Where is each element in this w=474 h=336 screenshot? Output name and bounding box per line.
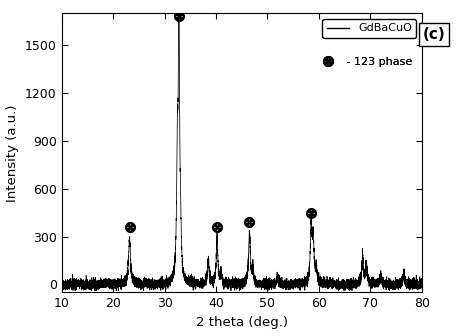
Text: (c): (c) [422,27,445,42]
Legend:  - 123 phase: - 123 phase [318,52,416,71]
Y-axis label: Intensity (a.u.): Intensity (a.u.) [6,104,19,202]
X-axis label: 2 theta (deg.): 2 theta (deg.) [196,316,288,329]
